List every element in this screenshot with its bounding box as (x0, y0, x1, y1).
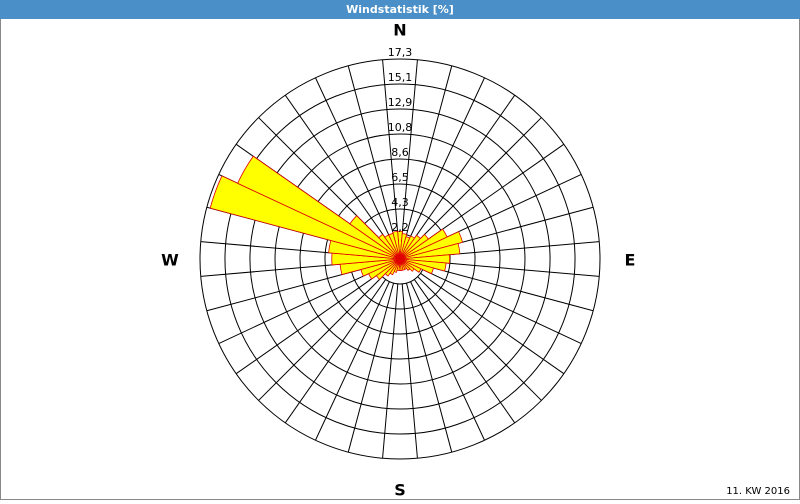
spoke (347, 282, 395, 453)
spoke (405, 65, 453, 236)
spoke (413, 279, 516, 424)
spoke (424, 260, 600, 277)
chart-title: Windstatistik [%] (346, 3, 454, 16)
direction-label: E (625, 251, 636, 270)
grid-ring (299, 158, 501, 360)
spoke (382, 283, 399, 459)
spoke (315, 281, 390, 441)
spoke (315, 77, 390, 237)
spoke (417, 276, 542, 401)
spoke (420, 143, 565, 246)
r-tick-label: 8,6 (391, 146, 409, 159)
spoke (347, 65, 395, 236)
spoke (258, 276, 383, 401)
wind-sector (237, 155, 401, 260)
direction-label: S (394, 481, 406, 500)
spoke (235, 272, 380, 375)
r-tick-label: 4,3 (391, 196, 409, 209)
spoke (420, 272, 565, 375)
spoke (405, 282, 453, 453)
grid-ring (224, 83, 576, 435)
wind-sector (209, 175, 401, 260)
spoke (423, 264, 594, 312)
spoke (401, 59, 418, 235)
wind-sector (399, 254, 451, 264)
r-tick-label: 17,3 (388, 46, 413, 59)
wind-sector (399, 231, 464, 260)
grid-ring (249, 108, 551, 410)
wind-sector (399, 242, 461, 260)
grid-ring (324, 183, 476, 335)
spoke (413, 94, 516, 239)
wind-sector (349, 215, 401, 260)
direction-label: W (161, 251, 179, 270)
wind-sector (378, 233, 401, 260)
grid-ring (274, 133, 526, 385)
r-tick-label: 12,9 (388, 96, 413, 109)
r-tick-label: 6,5 (391, 171, 409, 184)
r-tick-label: 2,2 (391, 221, 409, 234)
grid-ring (199, 58, 601, 460)
r-tick-label: 10,8 (388, 121, 413, 134)
wind-sector (392, 230, 401, 260)
spoke (284, 94, 387, 239)
footer: 11. KW 2016 (726, 486, 790, 497)
spoke (401, 283, 418, 459)
spoke (422, 269, 582, 344)
spoke (382, 59, 399, 235)
direction-label: N (393, 21, 406, 40)
r-tick-label: 15,1 (388, 71, 413, 84)
spoke (284, 279, 387, 424)
header-bar (0, 0, 800, 19)
spoke (218, 269, 378, 344)
spoke (417, 117, 542, 242)
spoke (410, 281, 485, 441)
spoke (410, 77, 485, 237)
